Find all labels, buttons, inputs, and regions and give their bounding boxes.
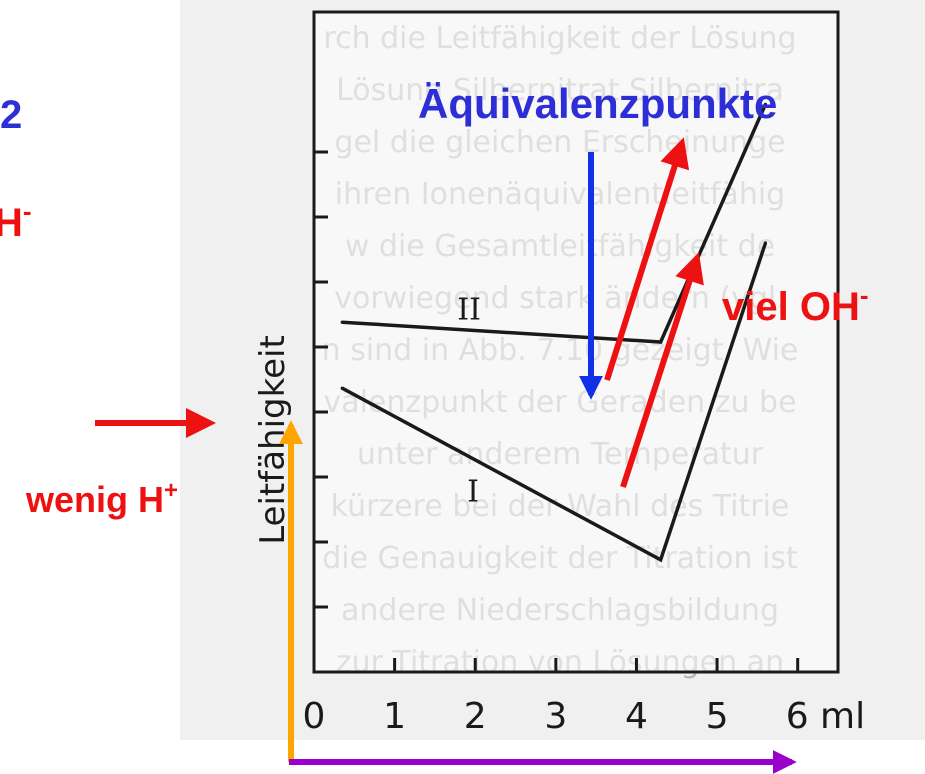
x-ticks (312, 658, 800, 672)
x-tick-label: 6 ml (786, 696, 865, 737)
partial-mid-superscript: - (23, 196, 32, 226)
wenig-h-superscript: + (164, 477, 178, 504)
wenig-h-label: wenig H+ (25, 477, 178, 520)
series-layer: III (340, 102, 768, 563)
x-tick-label: 1 (383, 696, 406, 737)
x-tick-label: 5 (706, 696, 729, 737)
series-label: I (467, 474, 479, 509)
y-ticks (314, 150, 328, 609)
viel-oh-label: viel OH- (722, 280, 869, 329)
x-tick-labels: 0 1 2 3 4 5 6 ml (303, 696, 866, 737)
partial-top-label: 2 (0, 93, 22, 137)
viel-oh-text: viel OH (722, 285, 860, 329)
data-point (763, 102, 768, 106)
x-tick-label: 3 (544, 696, 567, 737)
data-point (659, 340, 663, 344)
x-tick-label: 0 (303, 696, 326, 737)
data-point (340, 386, 344, 390)
viel-oh-superscript: - (860, 280, 869, 310)
x-tick-label: 2 (464, 696, 487, 737)
x-tick-label: 4 (625, 696, 648, 737)
data-point (340, 320, 344, 324)
series-label: II (457, 293, 481, 328)
partial-mid-label: H- (0, 196, 32, 245)
wenig-h-text: wenig H (25, 479, 164, 520)
data-point (659, 558, 663, 562)
equivalence-label: Äquivalenzpunkte (418, 80, 777, 127)
plot-frame (312, 10, 840, 674)
data-point (763, 241, 768, 245)
y-axis-label: Leitfähigkeit (253, 335, 293, 545)
viel-oh-arrow-2 (620, 252, 704, 488)
partial-mid-text: H (0, 201, 23, 245)
viel-oh-arrow-1 (604, 137, 690, 381)
